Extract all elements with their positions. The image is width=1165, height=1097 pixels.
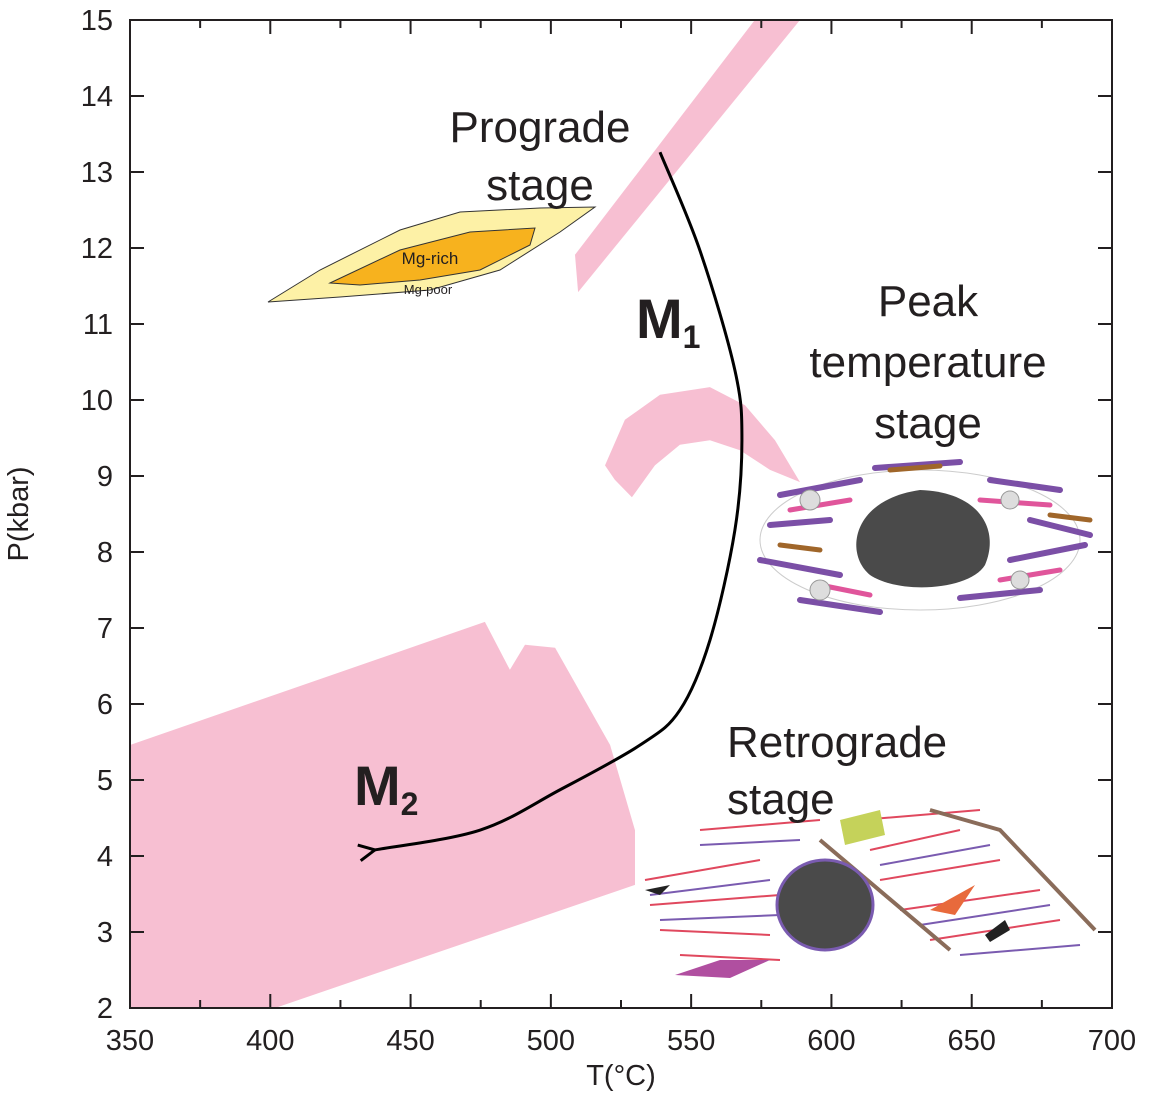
y-tick-label: 5 bbox=[97, 765, 113, 797]
x-tick-label: 700 bbox=[1088, 1025, 1136, 1057]
x-tick-label: 450 bbox=[386, 1025, 434, 1057]
event-label: M bbox=[636, 287, 683, 350]
y-tick-label: 14 bbox=[81, 81, 113, 113]
event-subscript: 2 bbox=[401, 786, 419, 822]
y-tick-label: 7 bbox=[97, 613, 113, 645]
x-axis-label: T(°C) bbox=[586, 1060, 656, 1092]
stability-field bbox=[130, 621, 635, 1008]
y-tick-label: 15 bbox=[81, 5, 113, 37]
x-tick-label: 650 bbox=[948, 1025, 996, 1057]
x-tick-label: 400 bbox=[246, 1025, 294, 1057]
y-tick-label: 6 bbox=[97, 689, 113, 721]
x-tick-label: 600 bbox=[807, 1025, 855, 1057]
y-tick-label: 9 bbox=[97, 461, 113, 493]
annotation: temperature bbox=[809, 338, 1046, 387]
y-tick-label: 12 bbox=[81, 233, 113, 265]
y-tick-label: 11 bbox=[83, 309, 113, 341]
y-tick-label: 3 bbox=[97, 917, 113, 949]
annotation: stage bbox=[727, 775, 835, 824]
annotation: Mg-rich bbox=[402, 249, 459, 268]
y-tick-label: 4 bbox=[97, 841, 113, 873]
y-tick-label: 13 bbox=[81, 157, 113, 189]
metamorphic-event: M2 bbox=[354, 754, 418, 822]
x-tick-label: 550 bbox=[667, 1025, 715, 1057]
event-label: M bbox=[354, 754, 401, 817]
x-tick-label: 350 bbox=[106, 1025, 154, 1057]
y-tick-label: 10 bbox=[81, 385, 113, 417]
retro-rock-sketch bbox=[644, 808, 1097, 978]
zoning-inner bbox=[328, 227, 536, 286]
annotation: Prograde bbox=[449, 103, 630, 152]
annotation: Peak bbox=[878, 277, 979, 326]
annotation: stage bbox=[874, 399, 982, 448]
x-tick-label: 500 bbox=[527, 1025, 575, 1057]
stability-field bbox=[605, 387, 800, 498]
y-tick-label: 8 bbox=[97, 537, 113, 569]
annotation: Mg-poor bbox=[404, 282, 453, 297]
metamorphic-event: M1 bbox=[636, 287, 700, 355]
pt-path bbox=[375, 151, 744, 850]
y-tick-label: 2 bbox=[97, 993, 113, 1025]
peak-rock-sketch bbox=[757, 459, 1093, 615]
annotation: Retrograde bbox=[727, 718, 947, 767]
event-subscript: 1 bbox=[683, 319, 701, 355]
annotation: stage bbox=[486, 161, 594, 210]
y-axis-label: P(kbar) bbox=[3, 466, 35, 561]
stability-field bbox=[575, 20, 800, 293]
